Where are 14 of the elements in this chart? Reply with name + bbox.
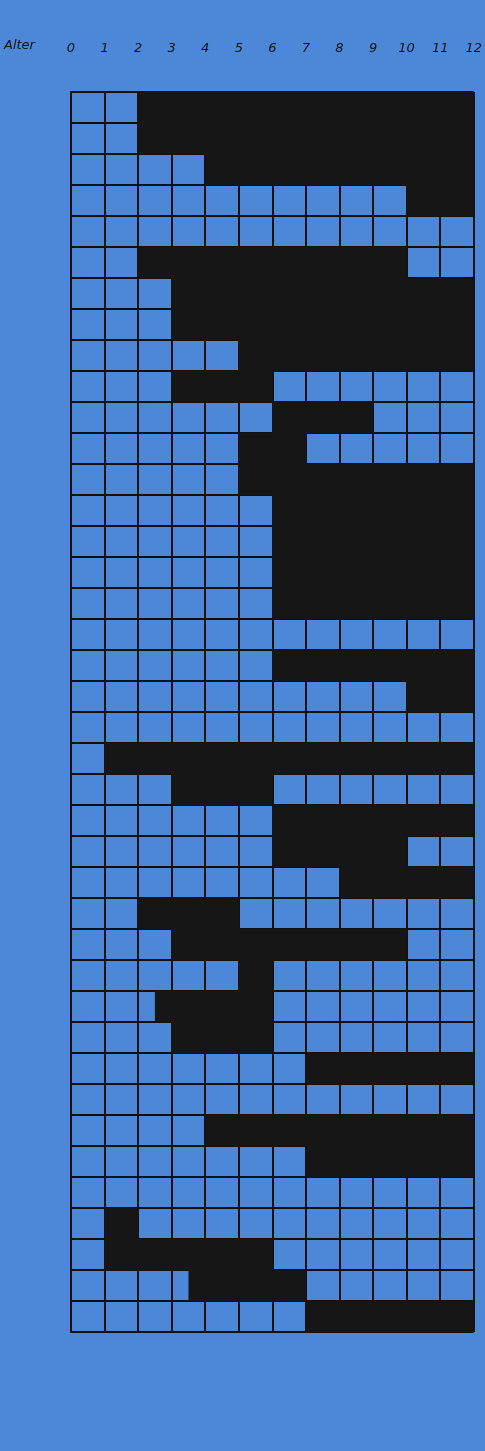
x-tick-label: 1 bbox=[100, 40, 109, 55]
x-tick-label: 12 bbox=[465, 40, 482, 55]
x-tick-label: 3 bbox=[167, 40, 176, 55]
x-tick-label: 7 bbox=[301, 40, 311, 55]
x-tick-label: 2 bbox=[133, 40, 143, 55]
x-tick-label: 10 bbox=[398, 40, 415, 55]
x-tick-label: 4 bbox=[201, 40, 210, 55]
x-axis-title: Alter bbox=[3, 37, 37, 52]
x-tick-label: 6 bbox=[268, 40, 277, 55]
x-tick-label: 5 bbox=[234, 40, 243, 55]
x-tick-label: 11 bbox=[431, 40, 449, 55]
x-tick-label: 8 bbox=[335, 40, 344, 55]
x-tick-label: 0 bbox=[66, 40, 76, 55]
x-tick-label: 9 bbox=[368, 40, 378, 55]
